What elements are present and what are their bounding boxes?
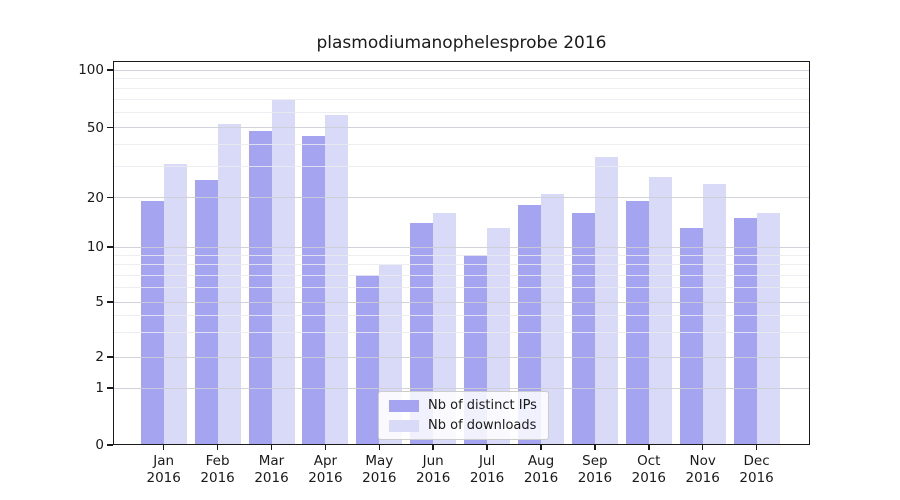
- bar-downloads-dec: [756, 213, 780, 445]
- x-tick-label: Nov 2016: [685, 453, 720, 486]
- x-tick-label: Jan 2016: [146, 453, 181, 486]
- minor-gridline: [113, 144, 810, 146]
- minor-gridline: [113, 88, 810, 90]
- y-tick-label: 20: [86, 189, 104, 206]
- y-tick-label: 10: [86, 239, 104, 255]
- y-axis-tick: [107, 196, 113, 199]
- legend-swatch-distinct-ips: [389, 399, 419, 412]
- x-tick-label: Mar 2016: [254, 453, 289, 486]
- minor-gridline: [113, 99, 810, 101]
- x-tick-label: May 2016: [362, 453, 397, 486]
- bar-distinct-ips-apr: [302, 135, 326, 445]
- y-tick-label: 50: [86, 119, 104, 136]
- legend-item-downloads: Nb of downloads: [389, 418, 537, 433]
- y-axis-tick: [107, 69, 113, 71]
- bar-downloads-jul: [487, 228, 511, 445]
- x-tick-label: Jun 2016: [416, 453, 451, 486]
- y-axis-tick: [107, 444, 113, 446]
- bar-downloads-nov: [702, 183, 726, 445]
- x-axis-tick: [594, 445, 596, 450]
- major-gridline: [113, 127, 810, 129]
- x-axis-tick: [432, 445, 434, 450]
- legend-swatch-downloads: [389, 419, 419, 432]
- minor-gridline: [113, 314, 810, 316]
- x-axis-tick: [378, 445, 381, 450]
- x-tick-label: Apr 2016: [308, 453, 343, 486]
- bar-downloads-jun: [433, 213, 457, 445]
- x-tick-label: Aug 2016: [523, 453, 559, 486]
- x-axis-tick: [324, 445, 327, 450]
- x-axis-tick: [162, 445, 165, 450]
- legend-item-distinct-ips: Nb of distinct IPs: [389, 398, 537, 413]
- x-tick-label: Dec 2016: [739, 453, 774, 486]
- x-axis-tick: [648, 445, 650, 450]
- x-axis-tick: [540, 445, 542, 450]
- y-axis-tick: [107, 126, 113, 129]
- x-tick-label: Sep 2016: [577, 453, 613, 486]
- y-tick-label: 1: [95, 380, 104, 396]
- y-axis-tick: [107, 356, 113, 358]
- minor-gridline: [113, 166, 810, 168]
- bar-distinct-ips-nov: [679, 228, 703, 445]
- x-axis-tick: [216, 445, 219, 450]
- minor-gridline: [113, 78, 810, 80]
- bar-distinct-ips-feb: [194, 180, 218, 445]
- y-axis-tick: [107, 301, 113, 303]
- bar-downloads-jan: [163, 164, 187, 445]
- major-gridline: [113, 69, 810, 71]
- x-axis-tick: [701, 445, 704, 450]
- chart-title: plasmodiumanophelesprobe 2016: [316, 33, 607, 53]
- x-tick-label: Feb 2016: [200, 453, 235, 486]
- plot-area: Nb of distinct IPs Nb of downloads: [113, 61, 810, 445]
- major-gridline: [113, 246, 810, 248]
- bar-downloads-feb: [217, 124, 241, 445]
- bar-distinct-ips-jan: [140, 201, 164, 445]
- minor-gridline: [113, 332, 810, 334]
- bar-downloads-oct: [648, 177, 672, 445]
- bar-distinct-ips-may: [356, 275, 380, 445]
- bar-distinct-ips-oct: [625, 201, 649, 445]
- major-gridline: [113, 387, 810, 389]
- minor-gridline: [113, 111, 810, 113]
- x-axis-tick: [486, 445, 488, 450]
- x-axis-tick: [270, 445, 273, 450]
- y-tick-label: 5: [95, 293, 104, 310]
- y-tick-label: 0: [95, 437, 104, 453]
- bar-downloads-sep: [594, 156, 618, 445]
- x-tick-label: Oct 2016: [631, 453, 666, 486]
- major-gridline: [113, 197, 810, 199]
- x-axis-tick: [755, 445, 758, 450]
- legend: Nb of distinct IPs Nb of downloads: [378, 391, 549, 440]
- minor-gridline: [113, 274, 810, 276]
- major-gridline: [113, 301, 810, 303]
- x-tick-label: Jul 2016: [469, 453, 505, 486]
- bar-downloads-mar: [271, 99, 295, 445]
- major-gridline: [113, 356, 810, 358]
- y-tick-label: 2: [95, 348, 104, 365]
- bar-downloads-aug: [541, 193, 564, 445]
- legend-label-distinct-ips: Nb of distinct IPs: [428, 398, 537, 413]
- y-tick-label: 100: [78, 61, 104, 78]
- minor-gridline: [113, 254, 810, 256]
- minor-gridline: [113, 287, 810, 289]
- bar-distinct-ips-sep: [571, 213, 595, 445]
- y-axis-tick: [107, 387, 113, 389]
- y-axis-tick: [107, 246, 113, 248]
- bar-downloads-apr: [325, 115, 349, 445]
- legend-label-downloads: Nb of downloads: [428, 418, 537, 433]
- bar-distinct-ips-jun: [410, 222, 434, 445]
- minor-gridline: [113, 264, 810, 266]
